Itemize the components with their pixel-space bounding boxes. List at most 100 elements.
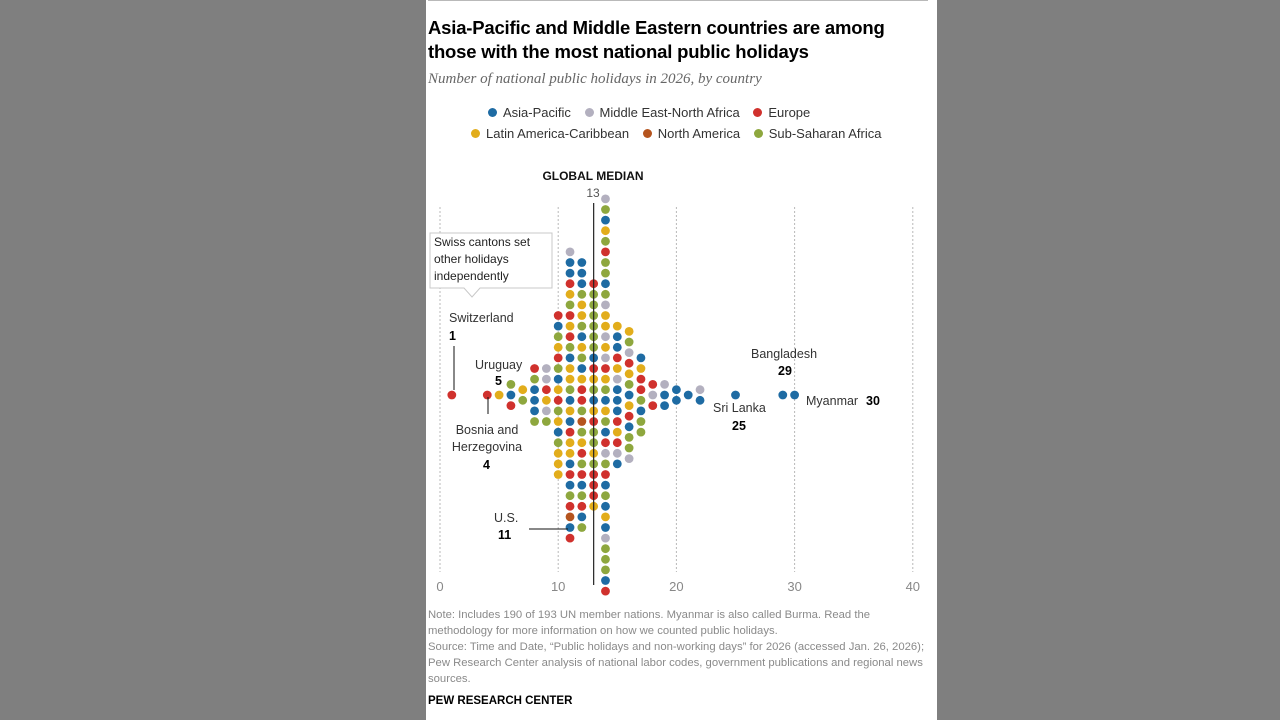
dot-ap bbox=[577, 480, 587, 490]
legend-label: Middle East-North Africa bbox=[599, 105, 740, 120]
median-label: GLOBAL MEDIAN bbox=[542, 169, 643, 183]
dot-ap bbox=[577, 364, 587, 373]
dot-eu bbox=[612, 438, 622, 448]
dot-la bbox=[624, 327, 634, 336]
legend-item-europe: Europe bbox=[753, 105, 810, 120]
dot-la bbox=[612, 321, 622, 331]
dot-ap bbox=[553, 321, 563, 331]
dot-ap bbox=[601, 576, 610, 585]
dot-me bbox=[565, 247, 575, 257]
dot-la bbox=[553, 385, 563, 395]
dot-la bbox=[553, 459, 563, 469]
legend-item-latin-america: Latin America-Caribbean bbox=[471, 126, 629, 141]
dot-ap bbox=[553, 427, 563, 437]
dot-eu bbox=[601, 438, 610, 448]
dot-ssa bbox=[601, 268, 610, 278]
dot-ap bbox=[636, 353, 646, 363]
dot-ap bbox=[565, 395, 575, 405]
dot-eu bbox=[447, 390, 457, 400]
x-tick-label: 20 bbox=[669, 579, 683, 594]
legend-label: Sub-Saharan Africa bbox=[768, 126, 882, 141]
dot-ap bbox=[778, 390, 788, 400]
dot-ap bbox=[612, 385, 622, 395]
dot-ap bbox=[577, 258, 587, 267]
chart-subtitle: Number of national public holidays in 20… bbox=[428, 71, 762, 87]
dot-la bbox=[601, 321, 610, 331]
dot-eu bbox=[624, 358, 634, 368]
legend-label: Europe bbox=[768, 105, 811, 120]
dot-me bbox=[648, 390, 658, 400]
dot-ap bbox=[577, 268, 587, 278]
dot-ssa bbox=[601, 554, 610, 564]
label-uruguay: Uruguay bbox=[475, 358, 523, 372]
legend-row-1: Asia-Pacific Middle East-North Africa Eu… bbox=[488, 105, 820, 120]
dot-ap bbox=[530, 395, 539, 405]
dot-ssa bbox=[553, 332, 563, 342]
dot-ap bbox=[577, 332, 587, 342]
dot-ssa bbox=[636, 395, 646, 405]
dot-me bbox=[624, 454, 634, 463]
dot-la bbox=[565, 289, 575, 299]
dot-ssa bbox=[553, 406, 563, 416]
dot-ap bbox=[672, 395, 681, 405]
x-axis: 0 10 20 30 40 bbox=[436, 579, 920, 594]
label-switzerland: Switzerland bbox=[449, 311, 514, 325]
dot-ssa bbox=[601, 544, 610, 554]
dot-ap bbox=[660, 401, 669, 410]
dot-la bbox=[624, 369, 634, 379]
dot-la bbox=[577, 438, 587, 448]
dot-eu bbox=[612, 353, 622, 363]
legend-item-north-america: North America bbox=[642, 126, 740, 141]
brand-logo-text: PEW RESEARCH CENTER bbox=[428, 695, 573, 707]
dot-la bbox=[553, 342, 563, 352]
dot-ssa bbox=[577, 459, 587, 469]
legend-item-asia-pacific: Asia-Pacific bbox=[488, 105, 571, 120]
value-bosnia: 4 bbox=[483, 458, 490, 472]
dot-na bbox=[565, 512, 575, 522]
callout-box bbox=[429, 232, 553, 298]
dot-ssa bbox=[530, 374, 539, 384]
dot-ssa bbox=[636, 427, 646, 437]
dot-ap bbox=[601, 215, 610, 225]
dot-ap bbox=[601, 395, 610, 405]
dot-ssa bbox=[577, 289, 587, 299]
dot-ap bbox=[672, 385, 681, 395]
dot-ssa bbox=[577, 321, 587, 331]
dot-la bbox=[601, 512, 610, 522]
dot-ap bbox=[695, 395, 705, 405]
x-tick-label: 0 bbox=[436, 579, 443, 594]
dot-ssa bbox=[565, 491, 575, 501]
dot-ap bbox=[612, 395, 622, 405]
dot-ssa bbox=[553, 438, 563, 448]
dot-eu bbox=[565, 279, 575, 289]
dot-ssa bbox=[601, 205, 610, 214]
value-sri-lanka: 25 bbox=[732, 419, 746, 433]
value-switzerland: 1 bbox=[449, 329, 456, 343]
dot-me bbox=[601, 332, 610, 342]
chart-card: Asia-Pacific and Middle Eastern countrie… bbox=[426, 0, 937, 720]
dot-me bbox=[695, 385, 705, 395]
dot-la bbox=[612, 427, 622, 437]
dot-ssa bbox=[601, 236, 610, 246]
top-rule bbox=[428, 0, 928, 1]
dot-eu bbox=[553, 353, 563, 363]
x-tick-label: 40 bbox=[906, 579, 920, 594]
dot-eu bbox=[482, 390, 492, 400]
dot-eu bbox=[636, 374, 646, 384]
dot-ap bbox=[565, 258, 575, 267]
dot-me bbox=[612, 374, 622, 384]
dot-ap bbox=[612, 406, 622, 416]
legend-label: Latin America-Caribbean bbox=[486, 126, 630, 141]
dot-ssa bbox=[577, 406, 587, 416]
dot-ssa bbox=[577, 491, 587, 501]
dot-ssa bbox=[624, 337, 634, 347]
dot-ap bbox=[731, 390, 740, 400]
dot-ssa bbox=[624, 443, 634, 453]
dot-ssa bbox=[601, 565, 610, 575]
dot-eu bbox=[553, 395, 563, 405]
legend-swatch-latin-america bbox=[471, 129, 480, 138]
dot-eu bbox=[565, 533, 575, 543]
median-value: 13 bbox=[586, 186, 600, 200]
dot-me bbox=[612, 448, 622, 458]
dot-eu bbox=[601, 364, 610, 373]
